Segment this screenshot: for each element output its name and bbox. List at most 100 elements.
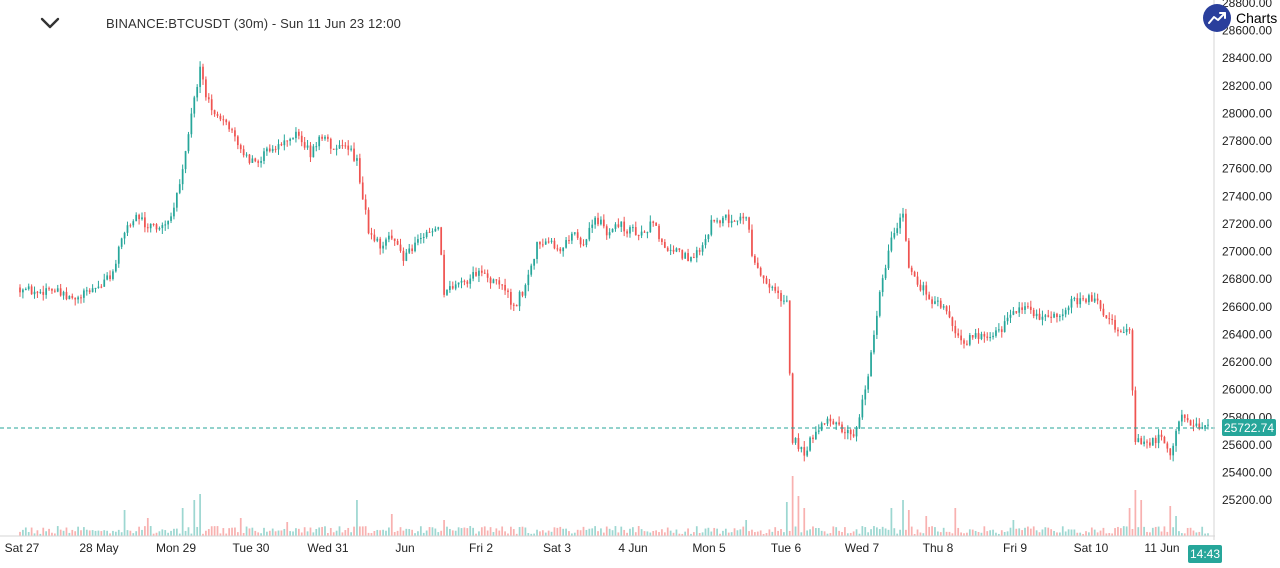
x-tick-label: Thu 8 [923,541,954,555]
candle-body [597,217,599,225]
volume-bar [573,532,576,536]
candle-body [1137,438,1140,442]
candle-body [623,221,626,232]
volume-bar [643,531,646,536]
volume-bar [1163,526,1166,536]
volume-bar [1079,532,1082,536]
volume-bar [1035,530,1038,536]
volume-bar [257,532,260,536]
collapse-button[interactable] [38,12,64,34]
candle-body [977,333,980,339]
candle-body [582,244,585,246]
candle-body [149,223,152,229]
volume-bar [835,527,838,536]
candle-body [428,231,431,233]
volume-bar [629,528,631,536]
candle-body [495,279,498,281]
volume-bar [1090,527,1093,536]
volume-bar [841,532,843,536]
candle-body [931,299,933,304]
y-tick-label: 26800.00 [1222,272,1272,286]
candle-body [77,297,79,300]
volume-bar [254,530,257,536]
volume-bar [228,528,231,536]
volume-bar [826,533,829,536]
candle-body [106,275,109,280]
candle-body [472,272,474,279]
volume-bar [77,526,79,536]
candle-body [809,437,811,451]
candle-body [736,220,739,222]
candle-body [815,431,817,440]
candle-body [114,263,117,272]
volume-bar [675,529,678,536]
volume-bar [1070,529,1073,536]
volume-bar [1160,531,1163,536]
candlestick-series [19,61,1209,462]
candle-body [100,286,103,288]
volume-bar [222,528,225,536]
volume-bar [1183,533,1186,536]
current-price-tag: 25722.74 [1222,418,1276,436]
candle-body [417,239,419,243]
volume-bar [437,532,440,536]
volume-bar [19,531,21,536]
candle-body [141,217,143,220]
candle-body [518,291,521,307]
candle-body [1032,309,1035,317]
candle-body [1151,437,1154,446]
volume-bar [849,532,852,536]
volume-bar [1207,533,1209,536]
candle-body [51,288,53,291]
volume-bar [1192,530,1195,536]
candle-body [344,145,347,147]
volume-bar [858,533,861,536]
volume-bar [611,530,614,536]
volume-bar [440,530,443,536]
volume-bar [873,526,875,536]
candle-body [1070,298,1073,308]
volume-bar [196,526,199,536]
volume-bar [800,532,803,536]
volume-bar [507,533,509,536]
candle-body [80,297,82,299]
candle-body [245,154,248,156]
volume-bar [36,530,39,536]
candle-body [422,236,425,238]
candle-body [1134,390,1137,442]
candle-body [693,257,695,259]
candle-body [254,158,257,162]
volume-bar [928,526,931,536]
candle-body [649,221,652,233]
candle-body [591,224,594,228]
candle-body [553,240,556,249]
x-tick-label: Sat 3 [543,541,571,555]
x-tick-label: Fri 2 [469,541,493,555]
candle-body [295,131,297,139]
volume-bar [251,527,254,536]
candle-body [353,148,355,161]
candle-body [504,284,506,291]
volume-bar [1099,530,1102,536]
volume-bar [239,518,242,536]
candle-body [425,231,428,237]
candle-body [1186,418,1189,421]
candle-body [219,115,222,120]
volume-bar [457,527,460,536]
candle-body [402,250,405,261]
volume-bar [109,533,111,536]
volume-bar [80,530,82,536]
volume-bar [1134,490,1137,536]
volume-bar [539,531,541,536]
candle-body [205,79,207,98]
volume-bar [713,527,716,536]
candle-body [788,300,791,374]
charts-badge[interactable]: Charts [1203,4,1280,32]
candle-body [838,422,840,425]
volume-bar [742,526,745,536]
candle-body [626,231,628,234]
volume-bar [960,532,962,536]
volume-bar [1137,527,1140,536]
candle-body [510,292,512,305]
